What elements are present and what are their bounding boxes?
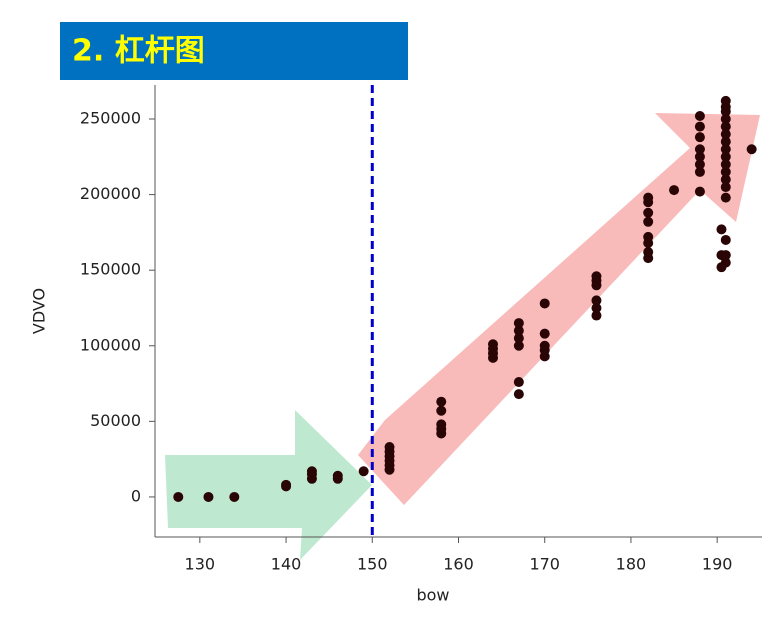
point xyxy=(487,339,498,350)
y-tick-label: 150000 xyxy=(80,260,141,279)
y-tick-label: 100000 xyxy=(80,335,141,354)
point xyxy=(513,318,524,329)
point xyxy=(643,192,654,203)
point xyxy=(539,340,550,351)
point xyxy=(720,151,731,162)
x-tick-label: 150 xyxy=(357,555,388,574)
point xyxy=(643,207,654,218)
point xyxy=(694,159,705,170)
point xyxy=(720,166,731,177)
x-tick-label: 140 xyxy=(271,555,302,574)
point xyxy=(384,442,395,453)
point xyxy=(720,95,731,106)
point xyxy=(306,466,317,477)
chart-title: 2. 杠杆图 xyxy=(72,34,205,69)
point xyxy=(720,234,731,245)
point xyxy=(720,182,731,193)
y-tick-label: 250000 xyxy=(80,109,141,128)
point xyxy=(694,166,705,177)
point xyxy=(716,224,727,235)
x-axis-label: bow xyxy=(416,586,449,605)
point xyxy=(513,333,524,344)
point xyxy=(229,491,240,502)
point xyxy=(332,470,343,481)
point xyxy=(720,144,731,155)
point xyxy=(694,144,705,155)
point xyxy=(720,257,731,268)
point xyxy=(591,271,602,282)
point xyxy=(720,121,731,132)
point xyxy=(720,250,731,261)
y-tick-label: 200000 xyxy=(80,184,141,203)
point xyxy=(591,302,602,313)
point xyxy=(513,340,524,351)
point xyxy=(173,491,184,502)
point xyxy=(591,295,602,306)
point xyxy=(720,129,731,140)
y-axis-label: VDVO xyxy=(30,288,49,334)
point xyxy=(436,419,447,430)
point xyxy=(669,185,680,196)
point xyxy=(539,298,550,309)
point xyxy=(720,136,731,147)
title-banner xyxy=(60,22,408,80)
x-tick-label: 160 xyxy=(443,555,474,574)
y-tick-label: 0 xyxy=(131,486,141,505)
point xyxy=(720,192,731,203)
point xyxy=(694,121,705,132)
point xyxy=(539,328,550,339)
x-tick-label: 170 xyxy=(529,555,560,574)
point xyxy=(436,396,447,407)
point xyxy=(281,479,292,490)
point xyxy=(746,144,757,155)
green-arrow xyxy=(165,410,372,560)
point xyxy=(720,174,731,185)
point xyxy=(358,466,369,477)
point xyxy=(513,389,524,400)
x-tick-label: 180 xyxy=(616,555,647,574)
y-tick-label: 50000 xyxy=(90,411,141,430)
x-tick-label: 130 xyxy=(185,555,216,574)
point xyxy=(694,151,705,162)
point xyxy=(591,310,602,321)
point xyxy=(513,377,524,388)
point xyxy=(720,159,731,170)
point xyxy=(513,325,524,336)
red-arrow xyxy=(358,113,760,505)
point xyxy=(694,132,705,143)
point xyxy=(643,216,654,227)
point xyxy=(436,405,447,416)
point xyxy=(720,114,731,125)
point xyxy=(694,186,705,197)
point xyxy=(203,491,214,502)
x-tick-label: 190 xyxy=(702,555,733,574)
point xyxy=(694,110,705,121)
point xyxy=(643,231,654,242)
point xyxy=(643,247,654,258)
